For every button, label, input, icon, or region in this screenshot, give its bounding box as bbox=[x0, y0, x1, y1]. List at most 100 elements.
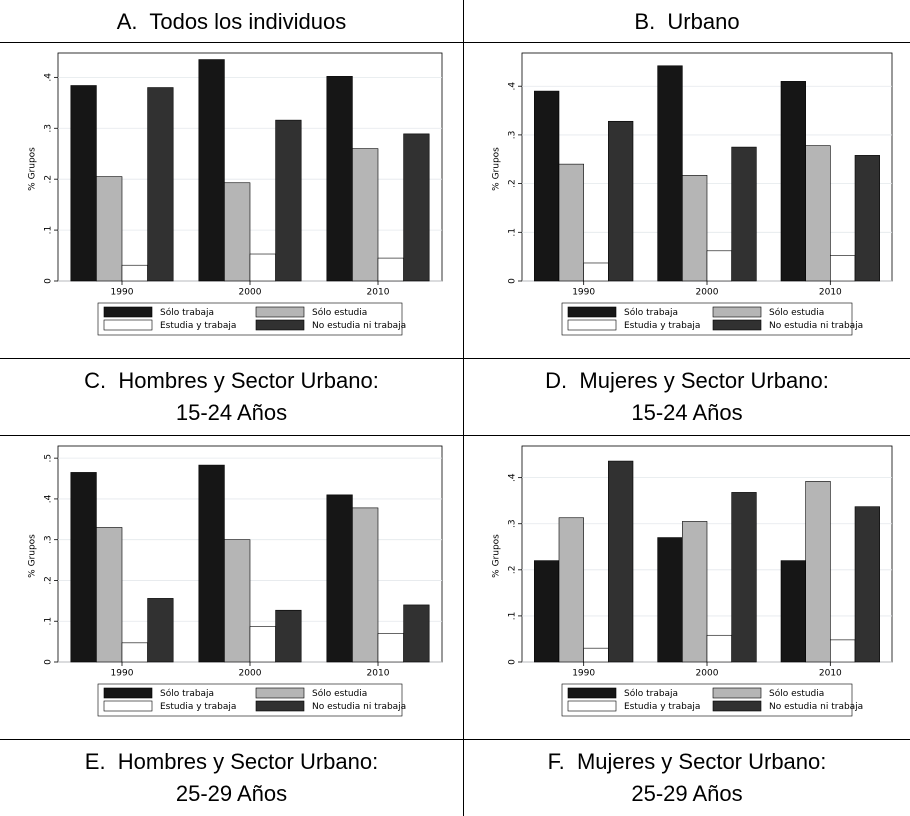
legend-swatch bbox=[256, 701, 304, 711]
bar bbox=[224, 540, 250, 662]
bar bbox=[378, 258, 404, 281]
header-text: 25-29 Años bbox=[0, 778, 463, 810]
legend-label: Estudia y trabaja bbox=[160, 702, 236, 712]
bar bbox=[71, 86, 97, 281]
legend-swatch bbox=[713, 701, 761, 711]
legend-label: No estudia ni trabaja bbox=[312, 702, 406, 712]
legend-label: Sólo trabaja bbox=[624, 307, 678, 318]
bar bbox=[707, 251, 732, 281]
x-tick-label: 1990 bbox=[572, 669, 595, 679]
legend-label: Estudia y trabaja bbox=[624, 702, 700, 712]
legend-label: Sólo estudia bbox=[769, 688, 824, 699]
y-tick-label: .1 bbox=[44, 226, 54, 235]
legend-swatch bbox=[713, 320, 761, 330]
bar bbox=[122, 265, 148, 281]
bar bbox=[608, 121, 633, 281]
header-text: B. Urbano bbox=[464, 6, 910, 38]
bar bbox=[352, 149, 378, 281]
y-tick-label: .4 bbox=[44, 73, 54, 82]
bar bbox=[806, 146, 831, 281]
x-tick-label: 2000 bbox=[239, 669, 262, 679]
bar bbox=[148, 598, 174, 662]
bar bbox=[608, 461, 633, 662]
legend-label: No estudia ni trabaja bbox=[769, 321, 863, 331]
legend-swatch bbox=[568, 688, 616, 698]
legend-label: Sólo trabaja bbox=[160, 688, 214, 699]
x-tick-label: 2010 bbox=[819, 288, 842, 298]
y-tick-label: .3 bbox=[508, 131, 518, 140]
header-text: E. Hombres y Sector Urbano: bbox=[0, 746, 463, 778]
legend-label: Sólo estudia bbox=[769, 307, 824, 318]
legend-swatch bbox=[104, 320, 152, 330]
x-tick-label: 2000 bbox=[696, 669, 719, 679]
bar bbox=[855, 507, 880, 662]
legend-swatch bbox=[713, 688, 761, 698]
bar bbox=[96, 177, 122, 281]
bar bbox=[534, 561, 559, 662]
header-row: A. Todos los individuos B. Urbano bbox=[0, 0, 910, 43]
y-tick-label: 0 bbox=[44, 659, 54, 665]
bar bbox=[781, 561, 806, 662]
bar bbox=[806, 481, 831, 662]
y-tick-label: .2 bbox=[44, 576, 54, 585]
x-tick-label: 1990 bbox=[111, 288, 134, 298]
bar bbox=[148, 88, 174, 281]
bar bbox=[658, 538, 683, 662]
bar bbox=[682, 521, 707, 662]
legend-label: Sólo trabaja bbox=[160, 307, 214, 318]
panel-header: D. Mujeres y Sector Urbano:15-24 Años bbox=[464, 359, 910, 436]
legend-swatch bbox=[568, 320, 616, 330]
legend-swatch bbox=[104, 307, 152, 317]
y-tick-label: .1 bbox=[508, 228, 518, 237]
bar bbox=[682, 175, 707, 281]
bar bbox=[781, 81, 806, 281]
bar bbox=[707, 635, 732, 662]
legend-label: Sólo estudia bbox=[312, 688, 367, 699]
header-row: C. Hombres y Sector Urbano:15-24 Años D.… bbox=[0, 359, 910, 436]
y-tick-label: .4 bbox=[508, 473, 518, 482]
legend-swatch bbox=[256, 320, 304, 330]
x-tick-label: 1990 bbox=[111, 669, 134, 679]
legend-swatch bbox=[104, 701, 152, 711]
legend-swatch bbox=[713, 307, 761, 317]
bar bbox=[199, 465, 225, 662]
bar bbox=[96, 527, 122, 662]
panel-header: A. Todos los individuos bbox=[0, 0, 464, 43]
legend-label: No estudia ni trabaja bbox=[769, 702, 863, 712]
x-tick-label: 2010 bbox=[819, 669, 842, 679]
chart-row: % Grupos 0 .1 .2 .3 .4 1990 2000 2010 Sólo trabaj… bbox=[0, 43, 910, 359]
y-axis-label: % Grupos bbox=[492, 534, 502, 578]
y-tick-label: .3 bbox=[44, 124, 54, 133]
bar bbox=[378, 633, 404, 662]
bar bbox=[276, 610, 302, 662]
bar bbox=[71, 472, 97, 662]
bar bbox=[830, 640, 855, 662]
bar bbox=[327, 76, 353, 281]
header-row: E. Hombres y Sector Urbano:25-29 Años F.… bbox=[0, 740, 910, 816]
y-tick-label: .2 bbox=[508, 566, 518, 575]
bar bbox=[584, 648, 609, 662]
header-text: C. Hombres y Sector Urbano: bbox=[0, 365, 463, 397]
legend-label: Sólo trabaja bbox=[624, 688, 678, 699]
legend-label: No estudia ni trabaja bbox=[312, 321, 406, 331]
panel-header: F. Mujeres y Sector Urbano:25-29 Años bbox=[464, 740, 910, 816]
x-tick-label: 2000 bbox=[696, 288, 719, 298]
bar bbox=[830, 256, 855, 281]
y-tick-label: .2 bbox=[44, 175, 54, 184]
panel-header: E. Hombres y Sector Urbano:25-29 Años bbox=[0, 740, 464, 816]
bar bbox=[584, 263, 609, 281]
bar bbox=[404, 605, 430, 662]
y-tick-label: 0 bbox=[44, 278, 54, 284]
x-tick-label: 1990 bbox=[572, 288, 595, 298]
header-text: 15-24 Años bbox=[0, 397, 463, 429]
bar bbox=[276, 120, 302, 281]
panel-header: B. Urbano bbox=[464, 0, 910, 43]
y-axis-label: % Grupos bbox=[492, 147, 502, 191]
